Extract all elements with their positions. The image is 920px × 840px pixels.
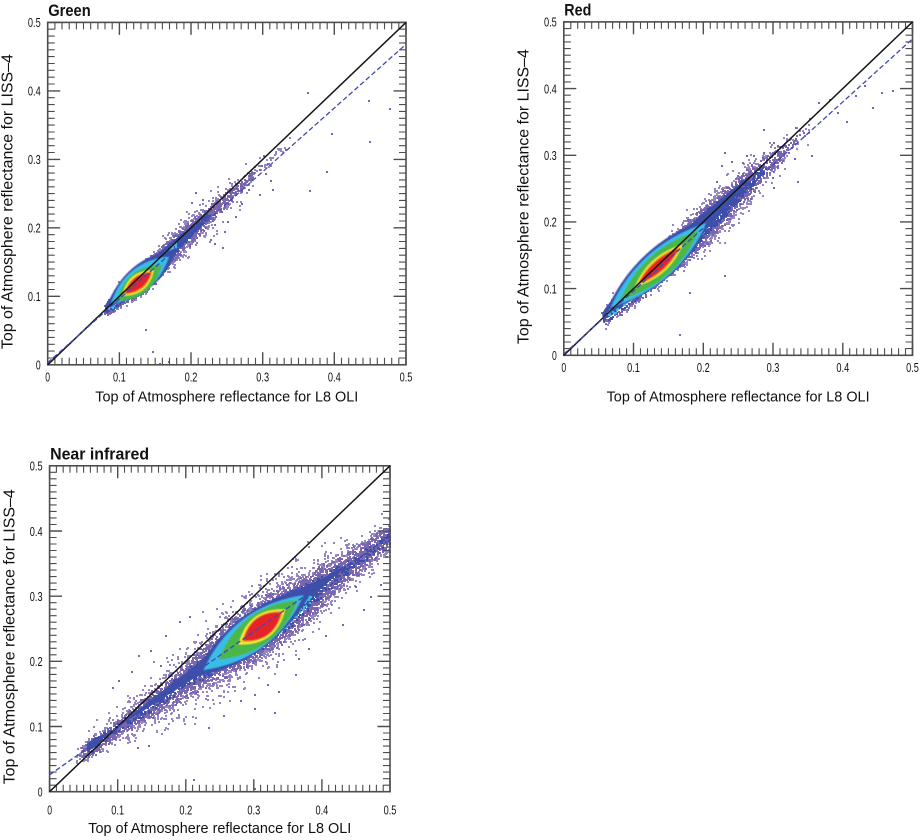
svg-text:Green: Green (48, 2, 90, 20)
svg-text:0.1: 0.1 (28, 289, 41, 304)
svg-text:0: 0 (36, 358, 41, 373)
svg-text:0.2: 0.2 (28, 221, 41, 236)
svg-text:0.1: 0.1 (544, 281, 557, 296)
svg-text:0.4: 0.4 (28, 84, 41, 99)
svg-text:0.4: 0.4 (316, 802, 329, 817)
svg-text:Near infrared: Near infrared (50, 446, 149, 464)
svg-text:0.3: 0.3 (28, 152, 41, 167)
svg-text:Top of Atmosphere reflectance: Top of Atmosphere reflectance for LISS–4 (516, 49, 533, 344)
svg-text:0.5: 0.5 (384, 802, 397, 817)
svg-text:0.5: 0.5 (28, 15, 41, 30)
svg-text:0.4: 0.4 (328, 369, 341, 384)
svg-text:0.2: 0.2 (185, 369, 198, 384)
svg-text:0.1: 0.1 (113, 369, 126, 384)
svg-text:0: 0 (552, 348, 557, 363)
svg-text:0.4: 0.4 (544, 81, 557, 96)
svg-text:Top of Atmosphere reflectance: Top of Atmosphere reflectance for L8 OLI (88, 820, 351, 837)
svg-text:0.1: 0.1 (30, 719, 43, 734)
svg-text:0: 0 (45, 369, 50, 384)
svg-text:0.5: 0.5 (400, 369, 413, 384)
svg-text:Red: Red (564, 2, 591, 20)
svg-text:0: 0 (38, 785, 43, 800)
svg-text:0.1: 0.1 (111, 802, 124, 817)
svg-text:0.3: 0.3 (767, 360, 780, 375)
svg-text:0: 0 (47, 802, 52, 817)
svg-text:0.2: 0.2 (544, 215, 557, 230)
svg-text:0.2: 0.2 (30, 654, 43, 669)
svg-text:0.3: 0.3 (30, 589, 43, 604)
svg-text:0.5: 0.5 (544, 15, 557, 30)
svg-text:0.4: 0.4 (836, 360, 849, 375)
svg-text:0.5: 0.5 (30, 459, 43, 474)
svg-text:0.1: 0.1 (627, 360, 640, 375)
svg-text:0.4: 0.4 (30, 524, 43, 539)
svg-text:Top of Atmosphere reflectance: Top of Atmosphere reflectance for L8 OLI (607, 389, 870, 406)
svg-text:Top of Atmosphere reflectance: Top of Atmosphere reflectance for LISS–4 (0, 54, 16, 349)
svg-text:0: 0 (561, 360, 566, 375)
svg-text:0.5: 0.5 (906, 360, 919, 375)
svg-text:0.3: 0.3 (247, 802, 260, 817)
svg-text:0.2: 0.2 (179, 802, 192, 817)
svg-text:0.3: 0.3 (256, 369, 269, 384)
svg-text:Top of Atmosphere reflectance: Top of Atmosphere reflectance for L8 OLI (95, 389, 358, 406)
svg-text:0.3: 0.3 (544, 148, 557, 163)
svg-text:Top of Atmosphere reflectance: Top of Atmosphere reflectance for LISS–4 (1, 489, 18, 784)
svg-text:0.2: 0.2 (697, 360, 710, 375)
